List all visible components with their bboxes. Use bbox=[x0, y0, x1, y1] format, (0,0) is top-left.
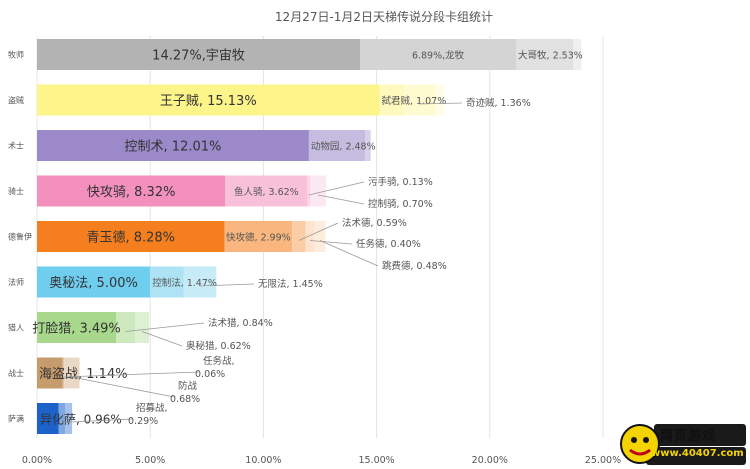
fist-mascot-icon bbox=[620, 424, 746, 465]
deck-bar bbox=[305, 221, 315, 252]
deck-value-label: 防战 bbox=[178, 380, 198, 392]
deck-value-label: 王子贼, 15.13% bbox=[160, 94, 257, 109]
class-label: 萨满 bbox=[8, 414, 24, 424]
deck-bar bbox=[150, 266, 184, 298]
leader-line bbox=[310, 240, 353, 245]
leader-line bbox=[63, 371, 200, 378]
deck-bar bbox=[573, 39, 582, 70]
x-tick-label: 15.00% bbox=[358, 455, 394, 466]
class-label: 法师 bbox=[8, 277, 24, 287]
deck-value-label: 0.68% bbox=[170, 394, 200, 405]
deck-bar bbox=[360, 39, 517, 70]
chart-title: 12月27日-1月2日天梯传说分段卡组统计 bbox=[275, 9, 493, 24]
bars bbox=[37, 39, 582, 434]
x-tick-label: 10.00% bbox=[245, 455, 281, 466]
deck-value-label: 招募战, bbox=[136, 402, 168, 414]
deck-bar bbox=[37, 312, 117, 343]
deck-value-label: 鱼人骑, 3.62% bbox=[234, 186, 299, 198]
leader-line bbox=[71, 376, 175, 398]
x-axis: 0.00% 5.00% 10.00% 15.00% 20.00% 25.00% bbox=[22, 455, 621, 466]
deck-value-label: 打脸猎, 3.49% bbox=[32, 322, 121, 337]
deck-value-label: 0.06% bbox=[195, 369, 225, 380]
deck-bar bbox=[116, 312, 136, 343]
deck-bar bbox=[516, 39, 574, 70]
leader-line bbox=[199, 283, 255, 287]
deck-value-label: 控制法, 1.47% bbox=[152, 277, 217, 289]
deck-bar bbox=[224, 221, 293, 252]
leader-line bbox=[318, 194, 365, 205]
class-label: 术士 bbox=[8, 141, 24, 151]
deck-value-label: 无限法, 1.45% bbox=[258, 278, 323, 290]
class-label: 牧师 bbox=[8, 50, 24, 60]
deck-bar bbox=[37, 266, 151, 298]
deck-value-label: 快攻骑, 8.32% bbox=[87, 185, 176, 200]
deck-value-label: 快攻德, 2.99% bbox=[226, 232, 291, 244]
deck-value-label: 法术猎, 0.84% bbox=[208, 317, 273, 329]
deck-value-label: 跳费德, 0.48% bbox=[382, 260, 447, 272]
deck-value-label: 奇迹贼, 1.36% bbox=[466, 97, 531, 109]
deck-value-label: 海盗战, 1.14% bbox=[39, 366, 128, 382]
x-tick-label: 0.00% bbox=[22, 455, 52, 466]
leader-line bbox=[141, 331, 183, 347]
deck-value-label: 异化萨, 0.96% bbox=[40, 413, 122, 427]
deck-bar bbox=[379, 84, 404, 116]
watermark-name: 网页游戏 bbox=[660, 429, 717, 445]
deck-value-label: 6.89%,龙牧 bbox=[412, 50, 465, 62]
deck-bar bbox=[37, 221, 225, 252]
deck-value-label: 任务德, 0.40% bbox=[356, 238, 421, 250]
class-label: 猎人 bbox=[8, 323, 24, 333]
x-tick-label: 20.00% bbox=[472, 455, 508, 466]
deck-bar bbox=[310, 175, 327, 207]
deck-bar bbox=[225, 175, 308, 207]
leader-line bbox=[419, 102, 463, 105]
watermark-url: www.40407.com bbox=[651, 448, 744, 459]
deck-value-label: 污手骑, 0.13% bbox=[368, 176, 433, 188]
class-label: 骑士 bbox=[8, 186, 24, 196]
leader-line bbox=[125, 322, 205, 332]
deck-bar bbox=[37, 175, 226, 207]
deck-bar bbox=[37, 39, 361, 70]
deck-value-label: 动物园, 2.48% bbox=[311, 141, 376, 153]
deck-bar bbox=[292, 221, 306, 252]
class-label: 德鲁伊 bbox=[8, 232, 32, 242]
deck-bar bbox=[37, 130, 309, 161]
deck-value-label: 14.27%,宇宙牧 bbox=[152, 49, 245, 64]
deck-bar bbox=[58, 403, 66, 434]
deck-value-label: 大哥牧, 2.53% bbox=[518, 50, 583, 62]
deck-bar bbox=[37, 84, 380, 116]
deck-bar bbox=[37, 403, 59, 434]
deck-value-label: 奥秘猎, 0.62% bbox=[186, 340, 251, 352]
deck-bar bbox=[314, 221, 326, 252]
leader-line bbox=[319, 240, 379, 267]
x-tick-label: 5.00% bbox=[135, 455, 165, 466]
leader-line bbox=[61, 418, 133, 423]
deck-bar bbox=[308, 130, 366, 161]
deck-bar bbox=[65, 403, 73, 434]
deck-value-label: 控制骑, 0.70% bbox=[368, 198, 433, 210]
class-label: 战士 bbox=[8, 368, 24, 378]
leader-line bbox=[308, 181, 365, 196]
deck-bar bbox=[183, 266, 217, 298]
x-tick-label: 25.00% bbox=[585, 455, 621, 466]
deck-value-label: 弑君贼, 1.07% bbox=[382, 95, 447, 107]
deck-value-label: 0.29% bbox=[128, 416, 158, 427]
deck-bar bbox=[62, 357, 65, 389]
class-label: 盗贼 bbox=[8, 95, 24, 105]
leader-line bbox=[298, 222, 339, 241]
deck-bar bbox=[307, 175, 311, 207]
deck-value-label: 任务战, bbox=[203, 355, 235, 367]
deck-value-label: 法术德, 0.59% bbox=[342, 217, 407, 229]
bar-labels: 牧师 14.27%,宇宙牧 6.89%,龙牧 大哥牧, 2.53% 盗贼 王子贼, 15.… bbox=[8, 49, 583, 428]
deck-bar bbox=[37, 357, 63, 389]
deck-value-label: 青玉德, 8.28% bbox=[86, 231, 175, 246]
deck-bar bbox=[135, 312, 150, 343]
deck-value-label: 控制术, 12.01% bbox=[125, 140, 222, 155]
deck-bar bbox=[365, 130, 371, 161]
deck-bar bbox=[403, 84, 435, 116]
deck-bar bbox=[64, 357, 80, 389]
deck-value-label: 奥秘法, 5.00% bbox=[49, 276, 138, 291]
deck-bar bbox=[434, 84, 444, 116]
